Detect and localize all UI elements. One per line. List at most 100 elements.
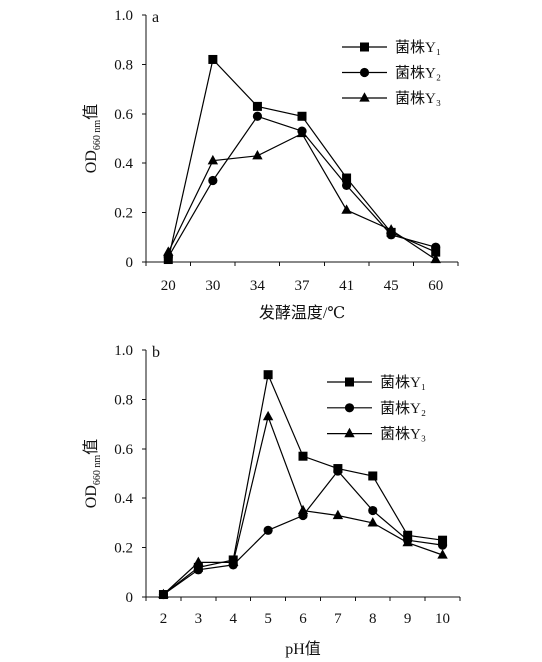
legend: 菌株Y₁ 菌株Y₂ 菌株Y₃ [342, 39, 441, 107]
x-tick-label: 8 [369, 611, 377, 627]
series-2-point [333, 466, 343, 476]
y-axis-title-subscript: 660 nm [92, 455, 103, 486]
series-3-point [193, 556, 204, 567]
legend-marker [360, 42, 369, 52]
y-tick-label: 1.0 [114, 343, 133, 359]
series-3-point [430, 253, 441, 264]
y-tick-label: 0.4 [114, 491, 133, 507]
legend-marker [344, 403, 355, 413]
legend-item-series-3: 菌株Y₃ [327, 426, 426, 443]
x-tick-label: 3 [195, 611, 203, 627]
series-3-point [262, 410, 274, 421]
series-2-point [252, 111, 263, 121]
y-tick-label: 0 [126, 255, 134, 271]
legend-label: 菌株Y₂ [395, 65, 441, 82]
series-1-point [431, 247, 441, 257]
y-axis-title-suffix: 值 [82, 104, 100, 120]
legend-item-series-1: 菌株Y₁ [342, 39, 441, 56]
series-1-point [252, 101, 262, 111]
panel-label: a [152, 9, 159, 26]
x-tick-label: 6 [299, 611, 307, 627]
legend-marker [345, 377, 354, 387]
series-2-point [193, 565, 203, 575]
x-tick-label: 2 [160, 611, 168, 627]
x-tick-label: 34 [250, 278, 266, 294]
y-axis-title-main: OD [83, 485, 100, 508]
y-tick-label: 0.4 [114, 156, 133, 172]
series-3-point [367, 517, 378, 527]
x-tick-label: 37 [295, 278, 311, 294]
series-3-point [296, 127, 308, 138]
series-3-line [167, 132, 437, 260]
series-2-point [263, 525, 273, 535]
x-tick-label: 20 [161, 278, 176, 294]
x-tick-label: 4 [229, 611, 237, 627]
legend-label: 菌株Y₁ [395, 39, 441, 56]
series-1-point [297, 111, 307, 121]
series-1-point [368, 471, 378, 481]
y-axis-title-suffix: 值 [82, 439, 100, 455]
y-axis-title-subscript: 660 nm [92, 120, 103, 151]
series-3-point [163, 246, 174, 256]
legend-label: 菌株Y₃ [380, 426, 426, 443]
legend-marker [359, 92, 370, 102]
legend-item-series-3: 菌株Y₃ [342, 90, 441, 107]
x-tick-label: 10 [435, 611, 450, 627]
y-tick-label: 0 [126, 590, 134, 606]
series-1-point [298, 451, 308, 461]
series-3-point [297, 504, 309, 515]
series-3-point [207, 154, 219, 165]
series-3-point [332, 509, 344, 520]
x-tick-label: 45 [384, 278, 399, 294]
legend-item-series-1: 菌株Y₁ [327, 374, 426, 391]
legend-item-series-2: 菌株Y₂ [342, 65, 441, 82]
x-tick-label: 5 [264, 611, 272, 627]
y-tick-label: 0.8 [114, 57, 133, 73]
y-axis-title-main: OD [83, 150, 100, 173]
y-tick-label: 1.0 [114, 8, 133, 24]
y-tick-label: 0.8 [114, 392, 133, 408]
panel-label: b [152, 344, 160, 361]
legend: 菌株Y₁ 菌株Y₂ 菌株Y₃ [327, 374, 426, 443]
x-tick-label: 60 [428, 278, 443, 294]
y-tick-label: 0.6 [114, 107, 133, 123]
x-axis-title: pH值 [285, 640, 321, 658]
series-3-point [252, 149, 263, 160]
legend-item-series-2: 菌株Y₂ [327, 400, 426, 417]
y-axis-title: OD660 nm值 [82, 104, 103, 173]
series-1-point [208, 54, 218, 64]
x-tick-label: 7 [334, 611, 342, 627]
x-axis-title: 发酵温度/℃ [259, 304, 345, 322]
x-tick-label: 30 [205, 278, 220, 294]
series-3-point [228, 556, 239, 567]
series-1-point [342, 173, 352, 183]
series-2-point [431, 242, 441, 252]
legend-label: 菌株Y₃ [395, 90, 441, 107]
chart-panel-b: 0 0.2 0.4 0.6 0.8 1.0 2 3 4 5 6 7 8 9 10 菌株Y₁ 菌株Y₂ 菌株Y₃ b p… [82, 343, 461, 658]
series-2-point [368, 505, 378, 516]
series-2-point [341, 180, 352, 191]
legend-label: 菌株Y₁ [380, 374, 426, 391]
series-1-point [403, 530, 413, 540]
series-3-point [385, 224, 397, 234]
series-3-point [437, 549, 448, 559]
y-axis-title: OD660 nm值 [82, 439, 103, 508]
x-tick-label: 9 [404, 611, 412, 627]
series-1-point [438, 535, 448, 545]
series-3-point [341, 204, 352, 214]
series-2-point [208, 175, 218, 186]
y-tick-label: 0.2 [114, 206, 133, 222]
legend-marker [344, 427, 355, 438]
legend-label: 菌株Y₂ [380, 400, 426, 417]
legend-marker [359, 67, 370, 78]
series-2-point [437, 540, 448, 550]
x-tick-label: 41 [339, 278, 354, 294]
series-1-point [263, 370, 273, 380]
y-tick-label: 0.2 [114, 541, 133, 557]
series-2-line [163, 470, 443, 595]
chart-panel-a: 00.20.40.60.81.020 30 34 37 41 45 60菌株Y₁菌株Y₂菌株… [82, 8, 459, 322]
y-tick-label: 0.6 [114, 442, 133, 458]
series-3-point [402, 536, 413, 547]
series-3-point [158, 588, 169, 599]
